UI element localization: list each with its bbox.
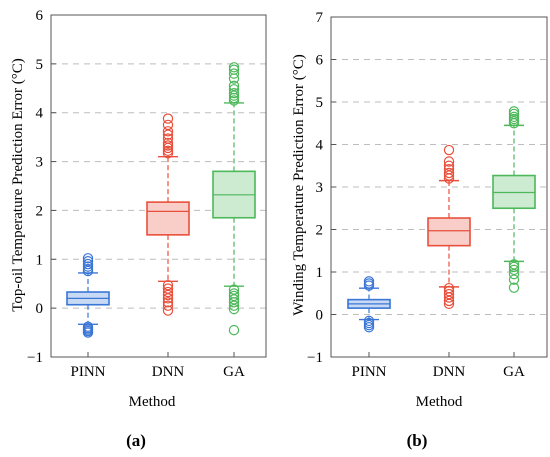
outlier-point	[162, 297, 174, 308]
y-tick-label: 4	[36, 106, 44, 122]
outlier-point	[162, 137, 174, 149]
y-tick-label: 5	[36, 57, 44, 73]
x-tick-label: PINN	[70, 364, 105, 380]
outlier-point	[228, 284, 240, 295]
outlier-point	[162, 119, 174, 131]
outlier-point	[162, 140, 174, 151]
outlier-point	[363, 276, 375, 287]
outlier-point	[443, 167, 455, 179]
outlier-point	[443, 288, 455, 300]
outlier-point	[363, 322, 375, 333]
outlier-point	[82, 263, 94, 275]
outlier-point	[508, 282, 520, 293]
outlier-point	[508, 261, 520, 273]
panel-label-b: (b)	[407, 431, 428, 450]
x-tick-label: DNN	[433, 364, 466, 380]
y-axis-label-b: Winding Temperature Prediction Error (°C…	[291, 54, 307, 316]
outlier-point	[82, 258, 94, 270]
outlier-point	[162, 279, 174, 291]
y-tick-label: 0	[316, 308, 324, 324]
outlier-point	[162, 133, 174, 144]
y-tick-label: −1	[27, 350, 43, 366]
outlier-point	[228, 95, 240, 106]
panel-label-a: (a)	[126, 431, 146, 450]
outlier-point	[228, 64, 240, 75]
outlier-point	[363, 278, 375, 289]
outlier-point	[82, 261, 94, 272]
y-tick-label: 1	[36, 252, 44, 268]
x-axis-label-a: Method	[129, 394, 176, 410]
outlier-point	[443, 282, 455, 294]
outlier-point	[228, 80, 240, 92]
outlier-point	[228, 62, 240, 73]
outlier-point	[508, 264, 520, 276]
outlier-point	[82, 327, 94, 338]
outlier-point	[162, 286, 174, 298]
outlier-point	[162, 305, 174, 316]
outlier-point	[228, 290, 240, 302]
outlier-point	[162, 113, 174, 124]
y-tick-label: 1	[316, 265, 324, 281]
outlier-point	[228, 324, 240, 336]
x-tick-label: GA	[503, 364, 525, 380]
panel-a: Top-oil Temperature Prediction Error (°C…	[10, 8, 267, 450]
plot-frame	[50, 14, 267, 358]
y-tick-label: 2	[36, 203, 44, 219]
y-tick-label: −1	[307, 350, 323, 366]
outlier-point	[443, 163, 455, 175]
y-tick-label: 6	[316, 53, 324, 69]
outlier-point	[443, 144, 455, 156]
outlier-point	[508, 259, 520, 270]
outlier-point	[162, 145, 174, 157]
y-tick-label: 6	[36, 8, 44, 24]
x-axis-label-b: Method	[416, 394, 463, 410]
outlier-point	[228, 68, 240, 79]
y-tick-label: 5	[316, 95, 324, 111]
y-tick-label: 3	[316, 180, 324, 196]
outlier-point	[508, 111, 520, 123]
outlier-point	[82, 256, 94, 267]
outlier-point	[508, 106, 520, 117]
outlier-point	[82, 253, 94, 264]
box-dnn	[146, 201, 190, 236]
outlier-point	[162, 126, 174, 137]
outlier-point	[228, 288, 240, 299]
panel-b: Winding Temperature Prediction Error (°C…	[291, 10, 548, 450]
outlier-point	[228, 87, 240, 99]
y-axis-label-a: Top-oil Temperature Prediction Error (°C…	[10, 58, 26, 312]
outlier-point	[228, 84, 240, 95]
y-tick-label: 3	[36, 155, 44, 171]
outlier-point	[162, 300, 174, 311]
box-dnn	[427, 217, 471, 247]
box-ga	[492, 174, 536, 210]
outlier-point	[443, 156, 455, 167]
outlier-point	[508, 108, 520, 120]
y-tick-label: 4	[316, 138, 324, 154]
y-tick-label: 2	[316, 223, 324, 239]
y-tick-label: 0	[36, 301, 44, 317]
outlier-point	[162, 283, 174, 294]
x-tick-label: DNN	[152, 364, 185, 380]
y-tick-label: 7	[316, 10, 324, 26]
outlier-point	[443, 285, 455, 297]
x-tick-label: GA	[223, 364, 245, 380]
x-tick-label: PINN	[351, 364, 386, 380]
outlier-point	[162, 148, 174, 159]
outlier-point	[443, 160, 455, 171]
